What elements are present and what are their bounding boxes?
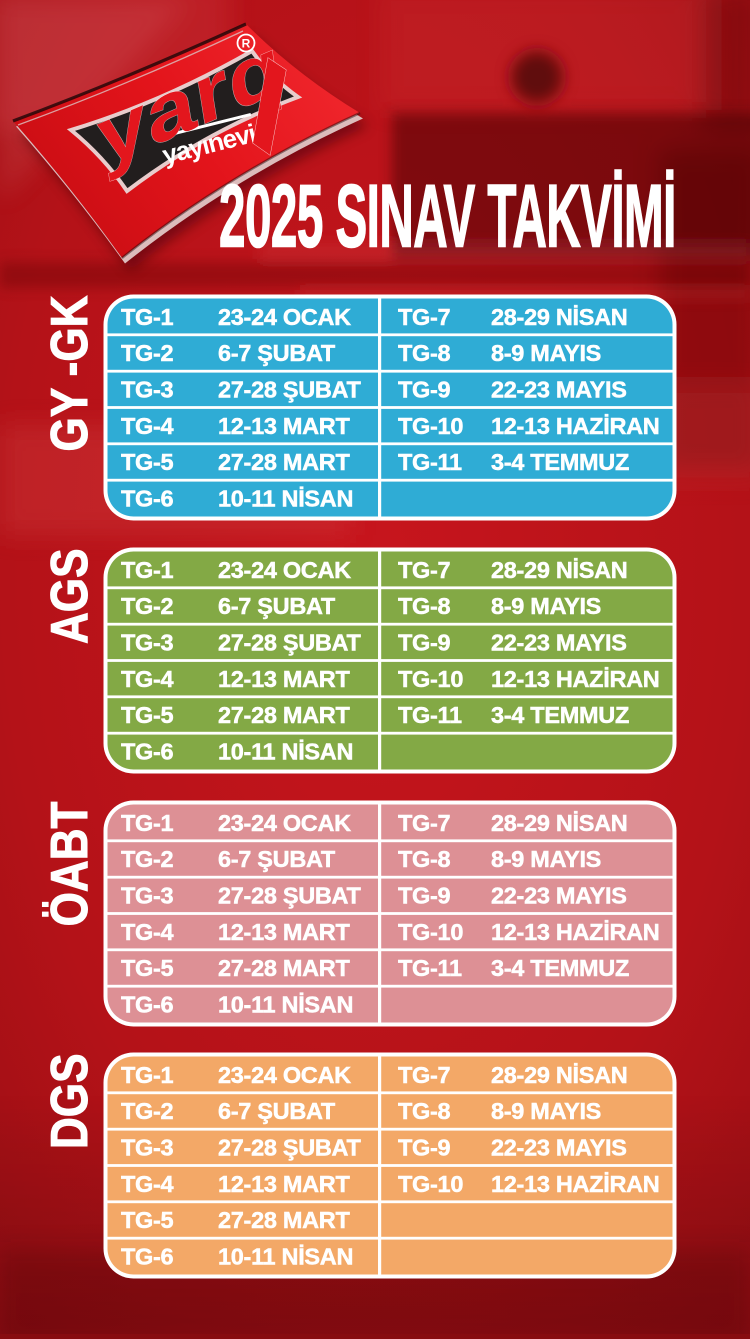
svg-text:8-9 MAYIS: 8-9 MAYIS — [491, 846, 601, 872]
svg-text:8-9 MAYIS: 8-9 MAYIS — [491, 340, 601, 366]
svg-text:TG-2: TG-2 — [121, 1098, 174, 1124]
svg-text:28-29 NİSAN: 28-29 NİSAN — [491, 810, 627, 836]
svg-text:TG-9: TG-9 — [398, 1135, 451, 1161]
svg-text:12-13 HAZİRAN: 12-13 HAZİRAN — [491, 413, 659, 439]
svg-text:TG-2: TG-2 — [121, 846, 174, 872]
svg-text:TG-7: TG-7 — [398, 304, 451, 330]
svg-text:TG-9: TG-9 — [398, 883, 451, 909]
svg-text:AGS: AGS — [41, 549, 99, 645]
svg-text:TG-8: TG-8 — [398, 593, 451, 619]
svg-text:TG-1: TG-1 — [121, 557, 174, 583]
svg-text:23-24 OCAK: 23-24 OCAK — [218, 1062, 351, 1088]
svg-text:12-13 MART: 12-13 MART — [218, 666, 350, 692]
svg-text:22-23 MAYIS: 22-23 MAYIS — [491, 883, 627, 909]
svg-text:28-29 NİSAN: 28-29 NİSAN — [491, 304, 627, 330]
svg-text:TG-4: TG-4 — [121, 413, 174, 439]
svg-text:TG-5: TG-5 — [121, 702, 174, 728]
svg-text:3-4 TEMMUZ: 3-4 TEMMUZ — [491, 702, 629, 728]
svg-text:TG-1: TG-1 — [121, 1062, 174, 1088]
svg-text:27-28 MART: 27-28 MART — [218, 955, 350, 981]
svg-text:TG-10: TG-10 — [398, 666, 463, 692]
svg-text:TG-6: TG-6 — [121, 992, 174, 1018]
svg-text:6-7 ŞUBAT: 6-7 ŞUBAT — [218, 846, 336, 872]
svg-text:TG-2: TG-2 — [121, 593, 174, 619]
svg-text:TG-3: TG-3 — [121, 1135, 174, 1161]
svg-text:TG-5: TG-5 — [121, 955, 174, 981]
svg-text:3-4 TEMMUZ: 3-4 TEMMUZ — [491, 449, 629, 475]
svg-text:12-13 HAZİRAN: 12-13 HAZİRAN — [491, 666, 659, 692]
svg-text:R: R — [242, 37, 251, 51]
svg-text:TG-10: TG-10 — [398, 919, 463, 945]
svg-text:27-28 MART: 27-28 MART — [218, 702, 350, 728]
svg-text:TG-4: TG-4 — [121, 1171, 174, 1197]
svg-text:TG-10: TG-10 — [398, 413, 463, 439]
svg-text:TG-3: TG-3 — [121, 883, 174, 909]
svg-text:10-11 NİSAN: 10-11 NİSAN — [218, 739, 353, 765]
svg-text:TG-10: TG-10 — [398, 1171, 463, 1197]
svg-text:TG-9: TG-9 — [398, 377, 451, 403]
svg-text:27-28 ŞUBAT: 27-28 ŞUBAT — [218, 377, 361, 403]
svg-text:TG-8: TG-8 — [398, 340, 451, 366]
svg-text:TG-11: TG-11 — [398, 955, 462, 981]
svg-text:TG-7: TG-7 — [398, 810, 451, 836]
svg-text:27-28 ŞUBAT: 27-28 ŞUBAT — [218, 630, 361, 656]
svg-text:12-13 MART: 12-13 MART — [218, 1171, 350, 1197]
svg-text:10-11 NİSAN: 10-11 NİSAN — [218, 1244, 353, 1270]
svg-text:TG-2: TG-2 — [121, 340, 174, 366]
svg-text:TG-3: TG-3 — [121, 630, 174, 656]
svg-text:10-11 NİSAN: 10-11 NİSAN — [218, 992, 353, 1018]
svg-text:TG-11: TG-11 — [398, 449, 462, 475]
svg-text:10-11 NİSAN: 10-11 NİSAN — [218, 486, 353, 512]
svg-text:23-24 OCAK: 23-24 OCAK — [218, 557, 351, 583]
svg-text:12-13 HAZİRAN: 12-13 HAZİRAN — [491, 1171, 659, 1197]
svg-text:TG-6: TG-6 — [121, 739, 174, 765]
svg-text:TG-5: TG-5 — [121, 449, 174, 475]
svg-text:ÖABT: ÖABT — [41, 802, 99, 927]
svg-text:27-28 MART: 27-28 MART — [218, 449, 350, 475]
svg-text:DGS: DGS — [41, 1054, 99, 1150]
svg-text:22-23 MAYIS: 22-23 MAYIS — [491, 630, 627, 656]
svg-text:28-29 NİSAN: 28-29 NİSAN — [491, 1062, 627, 1088]
svg-text:12-13 MART: 12-13 MART — [218, 919, 350, 945]
svg-text:TG-1: TG-1 — [121, 304, 174, 330]
svg-text:TG-4: TG-4 — [121, 666, 174, 692]
svg-text:12-13 MART: 12-13 MART — [218, 413, 350, 439]
svg-text:TG-3: TG-3 — [121, 377, 174, 403]
svg-text:23-24 OCAK: 23-24 OCAK — [218, 810, 351, 836]
svg-text:8-9 MAYIS: 8-9 MAYIS — [491, 593, 601, 619]
svg-text:27-28 ŞUBAT: 27-28 ŞUBAT — [218, 883, 361, 909]
svg-text:TG-7: TG-7 — [398, 1062, 451, 1088]
svg-text:TG-8: TG-8 — [398, 1098, 451, 1124]
svg-text:12-13 HAZİRAN: 12-13 HAZİRAN — [491, 919, 659, 945]
svg-text:22-23 MAYIS: 22-23 MAYIS — [491, 377, 627, 403]
svg-text:23-24 OCAK: 23-24 OCAK — [218, 304, 351, 330]
svg-text:6-7 ŞUBAT: 6-7 ŞUBAT — [218, 340, 336, 366]
svg-text:TG-5: TG-5 — [121, 1207, 174, 1233]
svg-text:TG-9: TG-9 — [398, 630, 451, 656]
svg-text:6-7 ŞUBAT: 6-7 ŞUBAT — [218, 593, 336, 619]
svg-text:22-23 MAYIS: 22-23 MAYIS — [491, 1135, 627, 1161]
svg-text:TG-1: TG-1 — [121, 810, 174, 836]
svg-text:TG-11: TG-11 — [398, 702, 462, 728]
svg-text:28-29 NİSAN: 28-29 NİSAN — [491, 557, 627, 583]
svg-text:6-7 ŞUBAT: 6-7 ŞUBAT — [218, 1098, 336, 1124]
svg-text:2025 SINAV TAKVİMİ: 2025 SINAV TAKVİMİ — [219, 167, 676, 267]
svg-text:27-28 MART: 27-28 MART — [218, 1207, 350, 1233]
svg-text:3-4 TEMMUZ: 3-4 TEMMUZ — [491, 955, 629, 981]
svg-text:TG-8: TG-8 — [398, 846, 451, 872]
svg-text:TG-6: TG-6 — [121, 486, 174, 512]
svg-text:8-9 MAYIS: 8-9 MAYIS — [491, 1098, 601, 1124]
svg-text:TG-4: TG-4 — [121, 919, 174, 945]
svg-text:27-28 ŞUBAT: 27-28 ŞUBAT — [218, 1135, 361, 1161]
svg-text:GY -GK: GY -GK — [41, 295, 99, 451]
svg-text:TG-7: TG-7 — [398, 557, 451, 583]
svg-text:TG-6: TG-6 — [121, 1244, 174, 1270]
